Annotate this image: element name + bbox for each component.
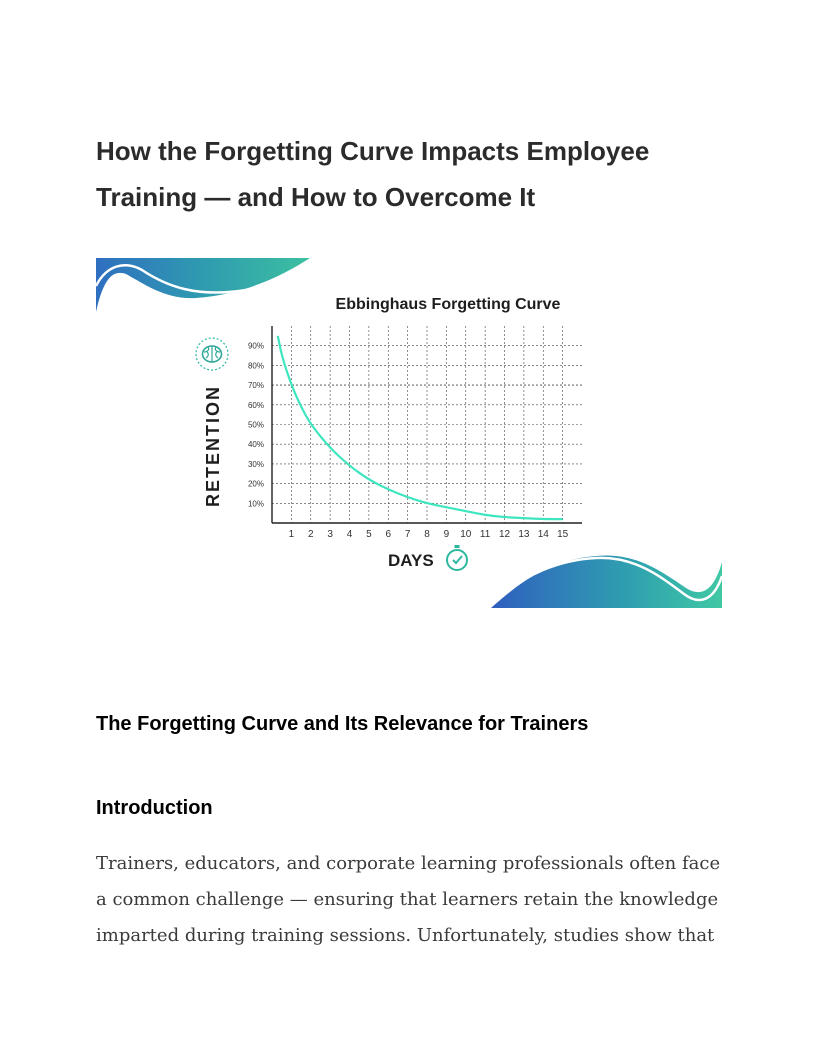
y-tick-label: 80% — [248, 361, 264, 370]
x-tick-labels: 1 2 3 4 5 6 7 8 9 10 11 12 13 14 15 — [289, 529, 569, 540]
forgetting-curve-figure: Ebbinghaus Forgetting Curve RETENTION 10… — [96, 256, 724, 612]
x-tick-label: 13 — [518, 529, 530, 540]
y-tick-label: 70% — [248, 381, 264, 390]
chart-grid — [272, 326, 582, 523]
y-tick-label: 60% — [248, 401, 264, 410]
retention-curve-line — [276, 335, 563, 521]
y-tick-labels: 10% 20% 30% 40% 50% 60% 70% 80% 90% — [248, 342, 264, 509]
intro-paragraph: Trainers, educators, and corporate learn… — [96, 853, 721, 946]
x-tick-label: 14 — [538, 529, 550, 540]
x-tick-label: 6 — [385, 529, 391, 540]
y-tick-label: 50% — [248, 421, 264, 430]
x-tick-label: 4 — [347, 529, 353, 540]
x-tick-label: 15 — [557, 529, 569, 540]
stopwatch-icon — [446, 545, 468, 571]
y-tick-label: 30% — [248, 460, 264, 469]
forgetting-curve-chart: Ebbinghaus Forgetting Curve RETENTION 10… — [96, 258, 724, 608]
x-tick-label: 12 — [499, 529, 511, 540]
chart-axes — [271, 326, 582, 524]
section-heading: The Forgetting Curve and Its Relevance f… — [96, 713, 589, 735]
chart-title: Ebbinghaus Forgetting Curve — [336, 296, 561, 313]
y-axis-label: RETENTION — [203, 385, 223, 507]
introduction-heading: Introduction — [96, 797, 213, 819]
x-tick-label: 1 — [289, 529, 295, 540]
brain-icon — [195, 337, 229, 371]
x-tick-label: 8 — [424, 529, 430, 540]
x-axis-label: DAYS — [388, 551, 434, 570]
y-tick-label: 90% — [248, 342, 264, 351]
x-tick-label: 7 — [405, 529, 411, 540]
x-tick-label: 9 — [444, 529, 450, 540]
y-tick-label: 10% — [248, 499, 264, 508]
document-title: How the Forgetting Curve Impacts Employe… — [96, 136, 650, 212]
x-tick-label: 2 — [308, 529, 314, 540]
decorative-swoosh-bottom — [491, 555, 724, 608]
x-tick-label: 3 — [327, 529, 333, 540]
x-tick-label: 5 — [366, 529, 372, 540]
x-tick-label: 11 — [480, 529, 491, 540]
x-tick-label: 10 — [460, 529, 472, 540]
y-tick-label: 20% — [248, 480, 264, 489]
y-tick-label: 40% — [248, 440, 264, 449]
decorative-swoosh-top — [96, 258, 311, 312]
